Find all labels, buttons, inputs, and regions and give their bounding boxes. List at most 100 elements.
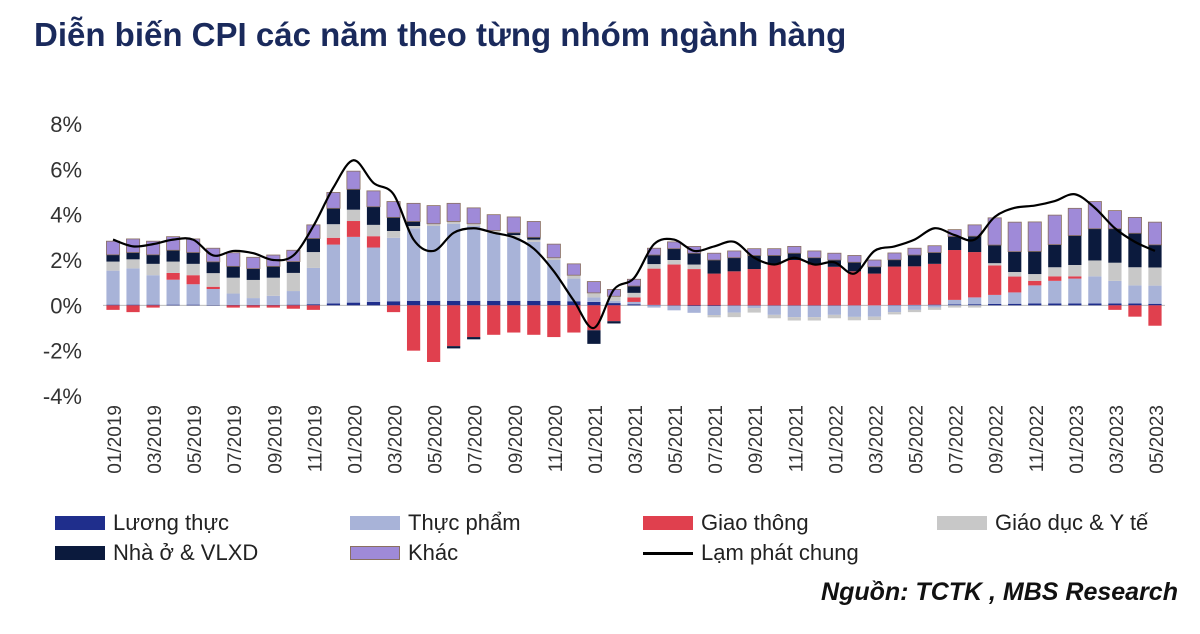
bar-segment	[266, 266, 280, 278]
bar-segment	[907, 266, 922, 305]
bar-segment	[146, 263, 160, 276]
bar-segment	[166, 304, 180, 306]
bar-segment	[567, 301, 581, 306]
bar-segment	[106, 270, 120, 305]
y-tick-label: 0%	[50, 293, 82, 318]
bar-segment	[1088, 228, 1102, 261]
legend-item-thuc-pham: Thực phẩm	[350, 510, 521, 536]
bar-segment	[286, 261, 300, 273]
bar-segment	[286, 272, 300, 292]
bar-segment	[226, 277, 240, 294]
bar-segment	[647, 268, 661, 305]
x-tick-label: 09/2022	[987, 405, 1008, 474]
bar-segment	[727, 250, 742, 259]
bar-segment	[426, 205, 441, 225]
bar-segment	[1108, 280, 1122, 304]
y-tick-label: -4%	[43, 384, 82, 409]
bar-segment	[727, 257, 741, 272]
bar-segment	[627, 301, 641, 305]
y-tick-label: 6%	[50, 157, 82, 182]
bar-segment	[887, 252, 902, 261]
bar-segment	[967, 224, 982, 237]
bar-segment	[867, 266, 882, 274]
line-layer	[112, 159, 1156, 330]
bar-segment	[927, 307, 942, 310]
bar-segment	[166, 261, 180, 273]
bar-segment	[587, 292, 601, 298]
bar-segment	[226, 266, 240, 278]
bar-segment	[266, 295, 280, 305]
bar-segment	[106, 261, 120, 271]
bar-segment	[206, 273, 220, 287]
bar-segment	[366, 236, 381, 248]
bar-segment	[1147, 221, 1162, 246]
bar-segment	[467, 337, 481, 340]
bar-segment	[246, 279, 260, 299]
bar-segment	[867, 259, 882, 268]
bar-segment	[386, 217, 401, 231]
bar-segment	[366, 190, 381, 208]
bar-segment	[587, 301, 601, 306]
legend-label: Lương thực	[113, 510, 230, 535]
bar-segment	[667, 264, 681, 306]
bar-segment	[146, 275, 160, 305]
bar-segment	[1128, 285, 1142, 304]
bar-segment	[427, 305, 441, 362]
x-tick-label: 01/2019	[105, 405, 126, 474]
x-tick-label: 03/2020	[386, 405, 407, 474]
bar-segment	[567, 275, 581, 279]
bar-segment	[767, 264, 781, 306]
bar-segment	[286, 291, 300, 305]
bar-segment	[727, 312, 741, 318]
legend-item-luong-thuc: Lương thực	[55, 510, 229, 536]
bar-segment	[406, 221, 421, 226]
bar-segment	[326, 208, 341, 225]
bar-segment	[266, 304, 280, 306]
bar-segment	[827, 252, 842, 261]
x-tick-label: 01/2022	[826, 405, 847, 474]
bar-segment	[707, 305, 721, 307]
bar-segment	[587, 330, 601, 344]
bar-segment	[206, 261, 220, 274]
bar-segment	[146, 304, 160, 306]
bar-segment	[947, 299, 962, 305]
bar-segment	[206, 289, 220, 305]
bar-segment	[326, 237, 341, 245]
bar-segment	[406, 300, 421, 306]
bar-segment	[687, 269, 701, 306]
bar-segment	[687, 306, 701, 313]
bar-segment	[647, 247, 662, 256]
bar-segment	[566, 263, 581, 276]
bar-segment	[1068, 276, 1082, 279]
bar-segment	[947, 304, 962, 306]
x-tick-label: 03/2023	[1107, 405, 1128, 474]
y-tick-label: -2%	[43, 339, 82, 364]
bar-segment	[306, 252, 321, 268]
bar-segment	[968, 252, 982, 298]
bar-segment	[186, 263, 200, 276]
legend-label: Nhà ở & VLXD	[113, 540, 259, 565]
bar-segment	[707, 260, 721, 274]
bar-segment	[346, 170, 361, 190]
bar-segment	[366, 247, 381, 302]
bar-segment	[607, 305, 621, 322]
bar-segment	[647, 304, 661, 306]
legend-label: Lạm phát chung	[701, 540, 859, 565]
bar-segment	[968, 304, 982, 306]
bar-segment	[907, 305, 922, 310]
bar-segment	[487, 230, 501, 233]
bar-segment	[1107, 210, 1122, 230]
bar-segment	[166, 279, 180, 305]
bar-segment	[1067, 207, 1082, 236]
bar-segment	[647, 305, 661, 308]
bar-segment	[226, 305, 240, 308]
bar-segment	[366, 206, 381, 225]
x-tick-label: 11/2022	[1027, 405, 1048, 472]
legend-label: Giáo dục & Y tế	[995, 510, 1149, 535]
bar-segment	[807, 264, 821, 306]
bar-segment	[767, 314, 781, 319]
x-tick-label: 07/2020	[466, 405, 487, 474]
bar-segment	[386, 301, 401, 306]
bar-segment	[346, 236, 361, 303]
bar-segment	[527, 237, 541, 240]
